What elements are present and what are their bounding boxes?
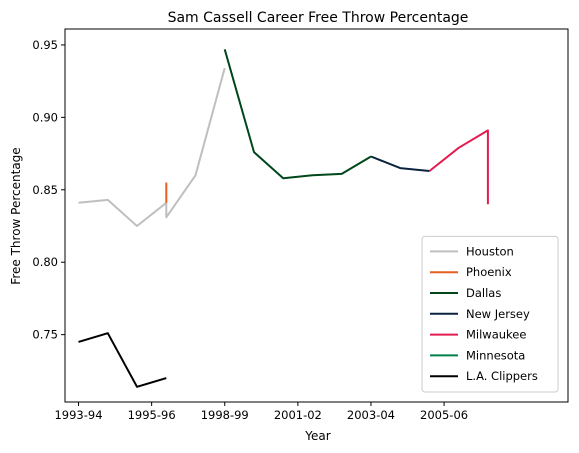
series-line-6 <box>78 332 167 388</box>
series-line-2 <box>223 49 372 180</box>
legend-label: Phoenix <box>466 265 512 279</box>
y-tick-label: 0.85 <box>32 183 58 197</box>
y-axis: 0.75 0.80 0.85 0.90 0.95 <box>32 38 65 342</box>
legend-label: New Jersey <box>466 307 530 321</box>
legend-label: Minnesota <box>466 348 525 362</box>
y-tick-label: 0.80 <box>32 255 58 269</box>
plot-frame <box>64 28 569 403</box>
x-tick-label: 1995-96 <box>128 408 176 422</box>
x-tick-label: 2003-04 <box>347 408 395 422</box>
x-tick-label: 1993-94 <box>54 408 102 422</box>
x-axis-label: Year <box>304 429 330 443</box>
x-tick-label: 2005-06 <box>420 408 468 422</box>
y-tick-label: 0.75 <box>32 328 58 342</box>
legend-label: Milwaukee <box>466 328 526 342</box>
legend-label: L.A. Clippers <box>466 369 538 383</box>
y-tick-label: 0.90 <box>32 110 58 124</box>
series-line-3 <box>370 155 430 172</box>
series-line-0 <box>78 67 226 227</box>
x-tick-label: 1998-99 <box>201 408 249 422</box>
legend-label: Houston <box>466 244 514 258</box>
legend: Houston Phoenix Dallas New Jersey Milwaukee M… <box>421 235 559 393</box>
plot-lines <box>78 49 489 388</box>
x-tick-label: 2001-02 <box>274 408 322 422</box>
y-axis-label: Free Throw Percentage <box>9 147 23 284</box>
y-tick-label: 0.95 <box>32 38 58 52</box>
legend-box <box>421 235 559 393</box>
series-line-4 <box>428 129 489 205</box>
legend-label: Dallas <box>466 286 501 300</box>
chart-title: Sam Cassell Career Free Throw Percentage <box>168 10 469 26</box>
x-axis: 1993-94 1995-96 1998-99 2001-02 2003-04 2005-… <box>54 402 468 422</box>
